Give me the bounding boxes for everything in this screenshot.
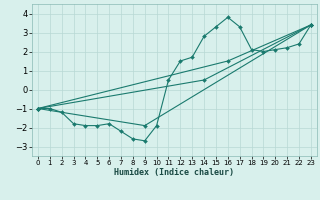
- X-axis label: Humidex (Indice chaleur): Humidex (Indice chaleur): [115, 168, 234, 177]
